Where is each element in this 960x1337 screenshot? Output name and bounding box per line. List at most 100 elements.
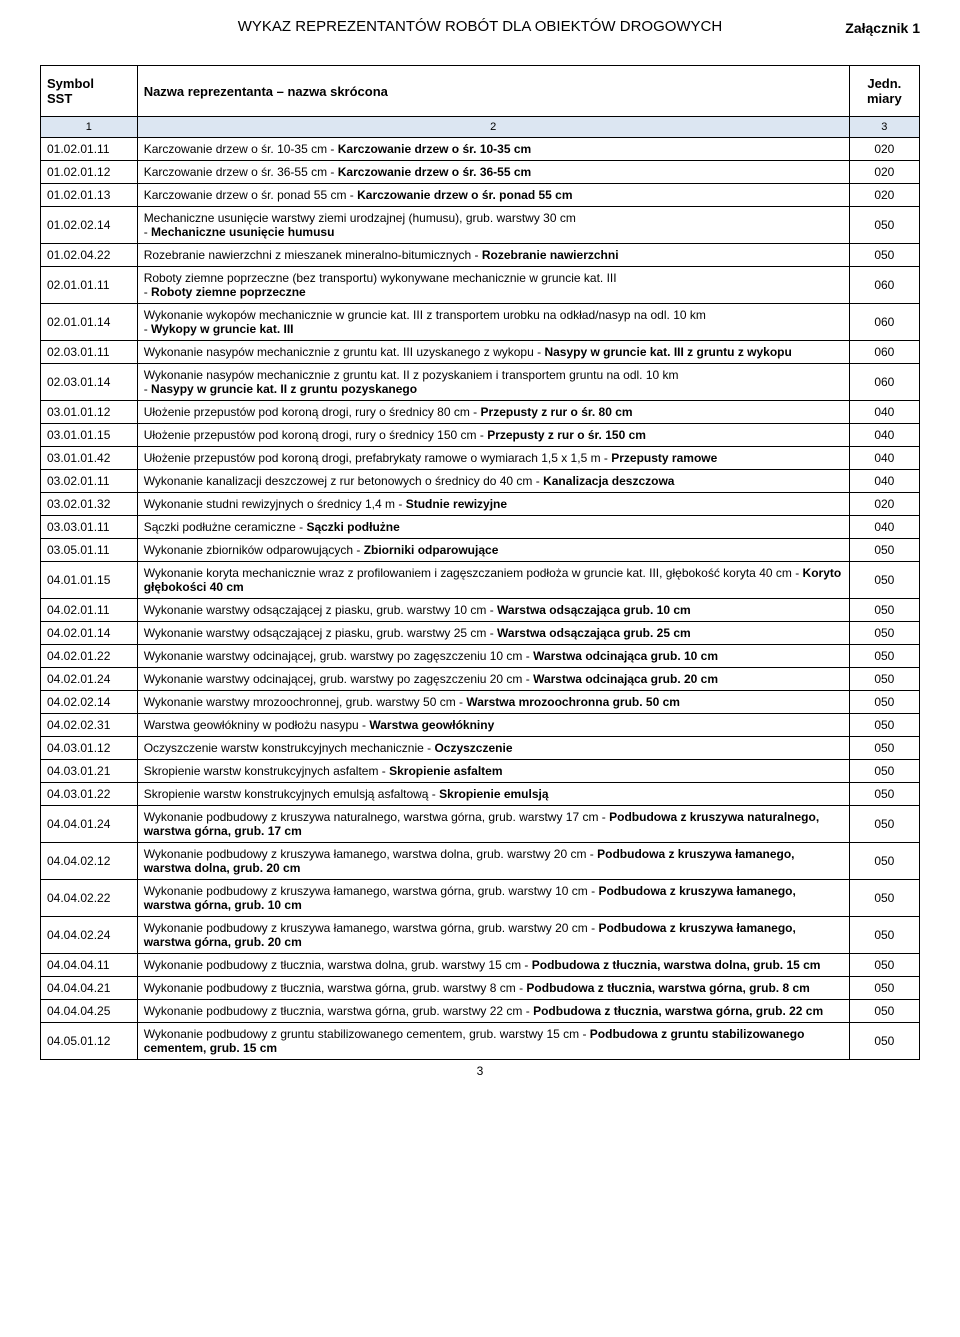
cell-name: Skropienie warstw konstrukcyjnych emulsj… bbox=[137, 783, 849, 806]
cell-name: Wykonanie nasypów mechanicznie z gruntu … bbox=[137, 341, 849, 364]
table-row: 03.02.01.32Wykonanie studni rewizyjnych … bbox=[41, 493, 920, 516]
cell-unit: 060 bbox=[849, 341, 919, 364]
cell-unit: 050 bbox=[849, 1023, 919, 1060]
cell-unit: 050 bbox=[849, 843, 919, 880]
cell-name: Ułożenie przepustów pod koroną drogi, ru… bbox=[137, 424, 849, 447]
cell-name: Wykonanie podbudowy z tłucznia, warstwa … bbox=[137, 954, 849, 977]
cell-unit: 040 bbox=[849, 447, 919, 470]
cell-name: Wykonanie podbudowy z gruntu stabilizowa… bbox=[137, 1023, 849, 1060]
cell-sst: 04.04.01.24 bbox=[41, 806, 138, 843]
subheader-2: 2 bbox=[137, 117, 849, 138]
cell-unit: 050 bbox=[849, 977, 919, 1000]
cell-sst: 01.02.04.22 bbox=[41, 244, 138, 267]
cell-sst: 04.05.01.12 bbox=[41, 1023, 138, 1060]
cell-name: Wykonanie koryta mechanicznie wraz z pro… bbox=[137, 562, 849, 599]
cell-name: Wykonanie podbudowy z kruszywa naturalne… bbox=[137, 806, 849, 843]
cell-sst: 04.02.02.31 bbox=[41, 714, 138, 737]
cell-sst: 01.02.02.14 bbox=[41, 207, 138, 244]
table-row: 01.02.04.22Rozebranie nawierzchni z mies… bbox=[41, 244, 920, 267]
cell-name: Rozebranie nawierzchni z mieszanek miner… bbox=[137, 244, 849, 267]
cell-unit: 060 bbox=[849, 364, 919, 401]
table-row: 04.04.04.21Wykonanie podbudowy z tłuczni… bbox=[41, 977, 920, 1000]
table-row: 04.04.01.24Wykonanie podbudowy z kruszyw… bbox=[41, 806, 920, 843]
cell-unit: 050 bbox=[849, 244, 919, 267]
table-row: 01.02.02.14Mechaniczne usunięcie warstwy… bbox=[41, 207, 920, 244]
cell-unit: 050 bbox=[849, 691, 919, 714]
cell-unit: 050 bbox=[849, 737, 919, 760]
cell-unit: 050 bbox=[849, 783, 919, 806]
table-row: 04.03.01.12Oczyszczenie warstw konstrukc… bbox=[41, 737, 920, 760]
cell-name: Wykonanie podbudowy z kruszywa łamanego,… bbox=[137, 917, 849, 954]
cell-name: Sączki podłużne ceramiczne - Sączki podł… bbox=[137, 516, 849, 539]
cell-sst: 04.02.01.22 bbox=[41, 645, 138, 668]
cell-sst: 04.04.02.24 bbox=[41, 917, 138, 954]
cell-name: Wykonanie warstwy odcinającej, grub. war… bbox=[137, 668, 849, 691]
header-symbol: Symbol SST bbox=[41, 66, 138, 117]
table-row: 04.04.04.11Wykonanie podbudowy z tłuczni… bbox=[41, 954, 920, 977]
table-row: 03.02.01.11Wykonanie kanalizacji deszczo… bbox=[41, 470, 920, 493]
cell-name: Wykonanie nasypów mechanicznie z gruntu … bbox=[137, 364, 849, 401]
page-number: 3 bbox=[40, 1064, 920, 1078]
cell-sst: 03.01.01.12 bbox=[41, 401, 138, 424]
cell-sst: 04.04.02.22 bbox=[41, 880, 138, 917]
cell-sst: 04.04.02.12 bbox=[41, 843, 138, 880]
cell-unit: 050 bbox=[849, 668, 919, 691]
cell-sst: 04.04.04.21 bbox=[41, 977, 138, 1000]
table-row: 04.03.01.22Skropienie warstw konstrukcyj… bbox=[41, 783, 920, 806]
cell-name: Wykonanie podbudowy z tłucznia, warstwa … bbox=[137, 1000, 849, 1023]
subheader-row: 1 2 3 bbox=[41, 117, 920, 138]
cell-unit: 040 bbox=[849, 470, 919, 493]
subheader-1: 1 bbox=[41, 117, 138, 138]
cell-name: Karczowanie drzew o śr. 10-35 cm - Karcz… bbox=[137, 138, 849, 161]
table-row: 04.01.01.15Wykonanie koryta mechanicznie… bbox=[41, 562, 920, 599]
cell-unit: 040 bbox=[849, 401, 919, 424]
table-row: 04.03.01.21Skropienie warstw konstrukcyj… bbox=[41, 760, 920, 783]
cell-name: Wykonanie studni rewizyjnych o średnicy … bbox=[137, 493, 849, 516]
table-row: 04.02.01.14Wykonanie warstwy odsączające… bbox=[41, 622, 920, 645]
table-row: 01.02.01.11Karczowanie drzew o śr. 10-35… bbox=[41, 138, 920, 161]
table-row: 04.02.02.31Warstwa geowłókniny w podłożu… bbox=[41, 714, 920, 737]
header-row: Symbol SST Nazwa reprezentanta – nazwa s… bbox=[41, 66, 920, 117]
cell-unit: 050 bbox=[849, 622, 919, 645]
cell-unit: 050 bbox=[849, 539, 919, 562]
cell-unit: 050 bbox=[849, 562, 919, 599]
cell-unit: 040 bbox=[849, 516, 919, 539]
cell-sst: 03.01.01.15 bbox=[41, 424, 138, 447]
cell-name: Ułożenie przepustów pod koroną drogi, ru… bbox=[137, 401, 849, 424]
cell-name: Wykonanie warstwy odcinającej, grub. war… bbox=[137, 645, 849, 668]
cell-sst: 04.04.04.11 bbox=[41, 954, 138, 977]
cell-sst: 03.05.01.11 bbox=[41, 539, 138, 562]
cell-unit: 020 bbox=[849, 161, 919, 184]
table-row: 02.03.01.11Wykonanie nasypów mechaniczni… bbox=[41, 341, 920, 364]
page-title: WYKAZ REPREZENTANTÓW ROBÓT DLA OBIEKTÓW … bbox=[40, 18, 920, 35]
table-row: 02.03.01.14Wykonanie nasypów mechaniczni… bbox=[41, 364, 920, 401]
cell-name: Wykonanie podbudowy z tłucznia, warstwa … bbox=[137, 977, 849, 1000]
cell-unit: 050 bbox=[849, 207, 919, 244]
cell-sst: 03.02.01.32 bbox=[41, 493, 138, 516]
cell-sst: 01.02.01.12 bbox=[41, 161, 138, 184]
cell-sst: 04.02.01.14 bbox=[41, 622, 138, 645]
cell-sst: 04.02.01.11 bbox=[41, 599, 138, 622]
cell-unit: 020 bbox=[849, 184, 919, 207]
cell-name: Wykonanie warstwy odsączającej z piasku,… bbox=[137, 622, 849, 645]
cell-unit: 050 bbox=[849, 714, 919, 737]
cell-unit: 050 bbox=[849, 880, 919, 917]
cell-sst: 04.02.02.14 bbox=[41, 691, 138, 714]
table-row: 04.02.01.22Wykonanie warstwy odcinającej… bbox=[41, 645, 920, 668]
cell-name: Wykonanie warstwy odsączającej z piasku,… bbox=[137, 599, 849, 622]
cell-unit: 050 bbox=[849, 954, 919, 977]
subheader-3: 3 bbox=[849, 117, 919, 138]
cell-unit: 020 bbox=[849, 493, 919, 516]
cell-sst: 02.01.01.11 bbox=[41, 267, 138, 304]
table-row: 03.05.01.11Wykonanie zbiorników odparowu… bbox=[41, 539, 920, 562]
cell-unit: 050 bbox=[849, 806, 919, 843]
cell-sst: 03.03.01.11 bbox=[41, 516, 138, 539]
table-row: 04.04.04.25Wykonanie podbudowy z tłuczni… bbox=[41, 1000, 920, 1023]
table-row: 04.02.02.14Wykonanie warstwy mrozoochron… bbox=[41, 691, 920, 714]
cell-sst: 04.01.01.15 bbox=[41, 562, 138, 599]
cell-sst: 02.03.01.11 bbox=[41, 341, 138, 364]
cell-sst: 03.01.01.42 bbox=[41, 447, 138, 470]
cell-name: Roboty ziemne poprzeczne (bez transportu… bbox=[137, 267, 849, 304]
cell-unit: 050 bbox=[849, 599, 919, 622]
table-row: 04.02.01.24Wykonanie warstwy odcinającej… bbox=[41, 668, 920, 691]
